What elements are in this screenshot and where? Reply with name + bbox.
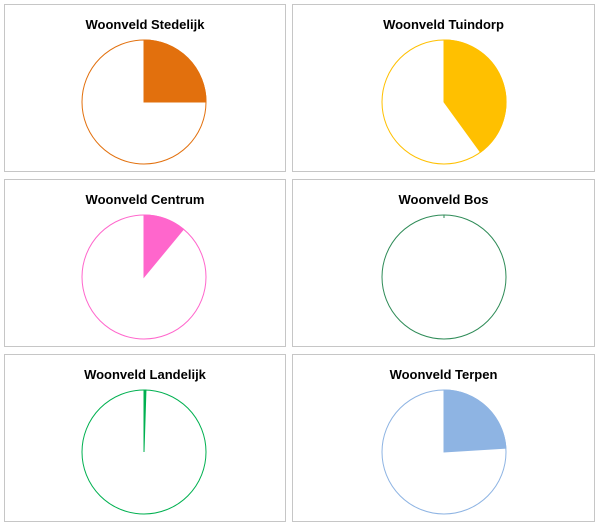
pie-slice-remainder: [381, 214, 507, 340]
chart-panel: Woonveld Terpen: [292, 354, 595, 522]
chart-panel: Woonveld Tuindorp: [292, 4, 595, 172]
pie-slice-value: [143, 39, 207, 103]
pie-slice-value: [443, 39, 507, 153]
chart-panel: Woonveld Bos: [292, 179, 595, 347]
pie-chart: [381, 389, 507, 515]
pie-chart: [381, 39, 507, 165]
chart-panel: Woonveld Landelijk: [4, 354, 286, 522]
chart-title: Woonveld Centrum: [85, 192, 205, 207]
chart-panel: Woonveld Centrum: [4, 179, 286, 347]
pie-slice-value: [443, 389, 507, 453]
chart-title: Woonveld Stedelijk: [85, 17, 205, 32]
pie-slice-value: [143, 214, 185, 279]
pie-chart: [81, 389, 207, 515]
pie-chart: [381, 214, 507, 340]
chart-title: Woonveld Terpen: [389, 367, 498, 382]
chart-title: Woonveld Landelijk: [84, 367, 206, 382]
pie-slice-value: [143, 389, 147, 453]
pie-chart: [81, 214, 207, 340]
chart-panel: Woonveld Stedelijk: [4, 4, 286, 172]
chart-title: Woonveld Bos: [398, 192, 489, 207]
pie-chart: [81, 39, 207, 165]
chart-title: Woonveld Tuindorp: [383, 17, 504, 32]
